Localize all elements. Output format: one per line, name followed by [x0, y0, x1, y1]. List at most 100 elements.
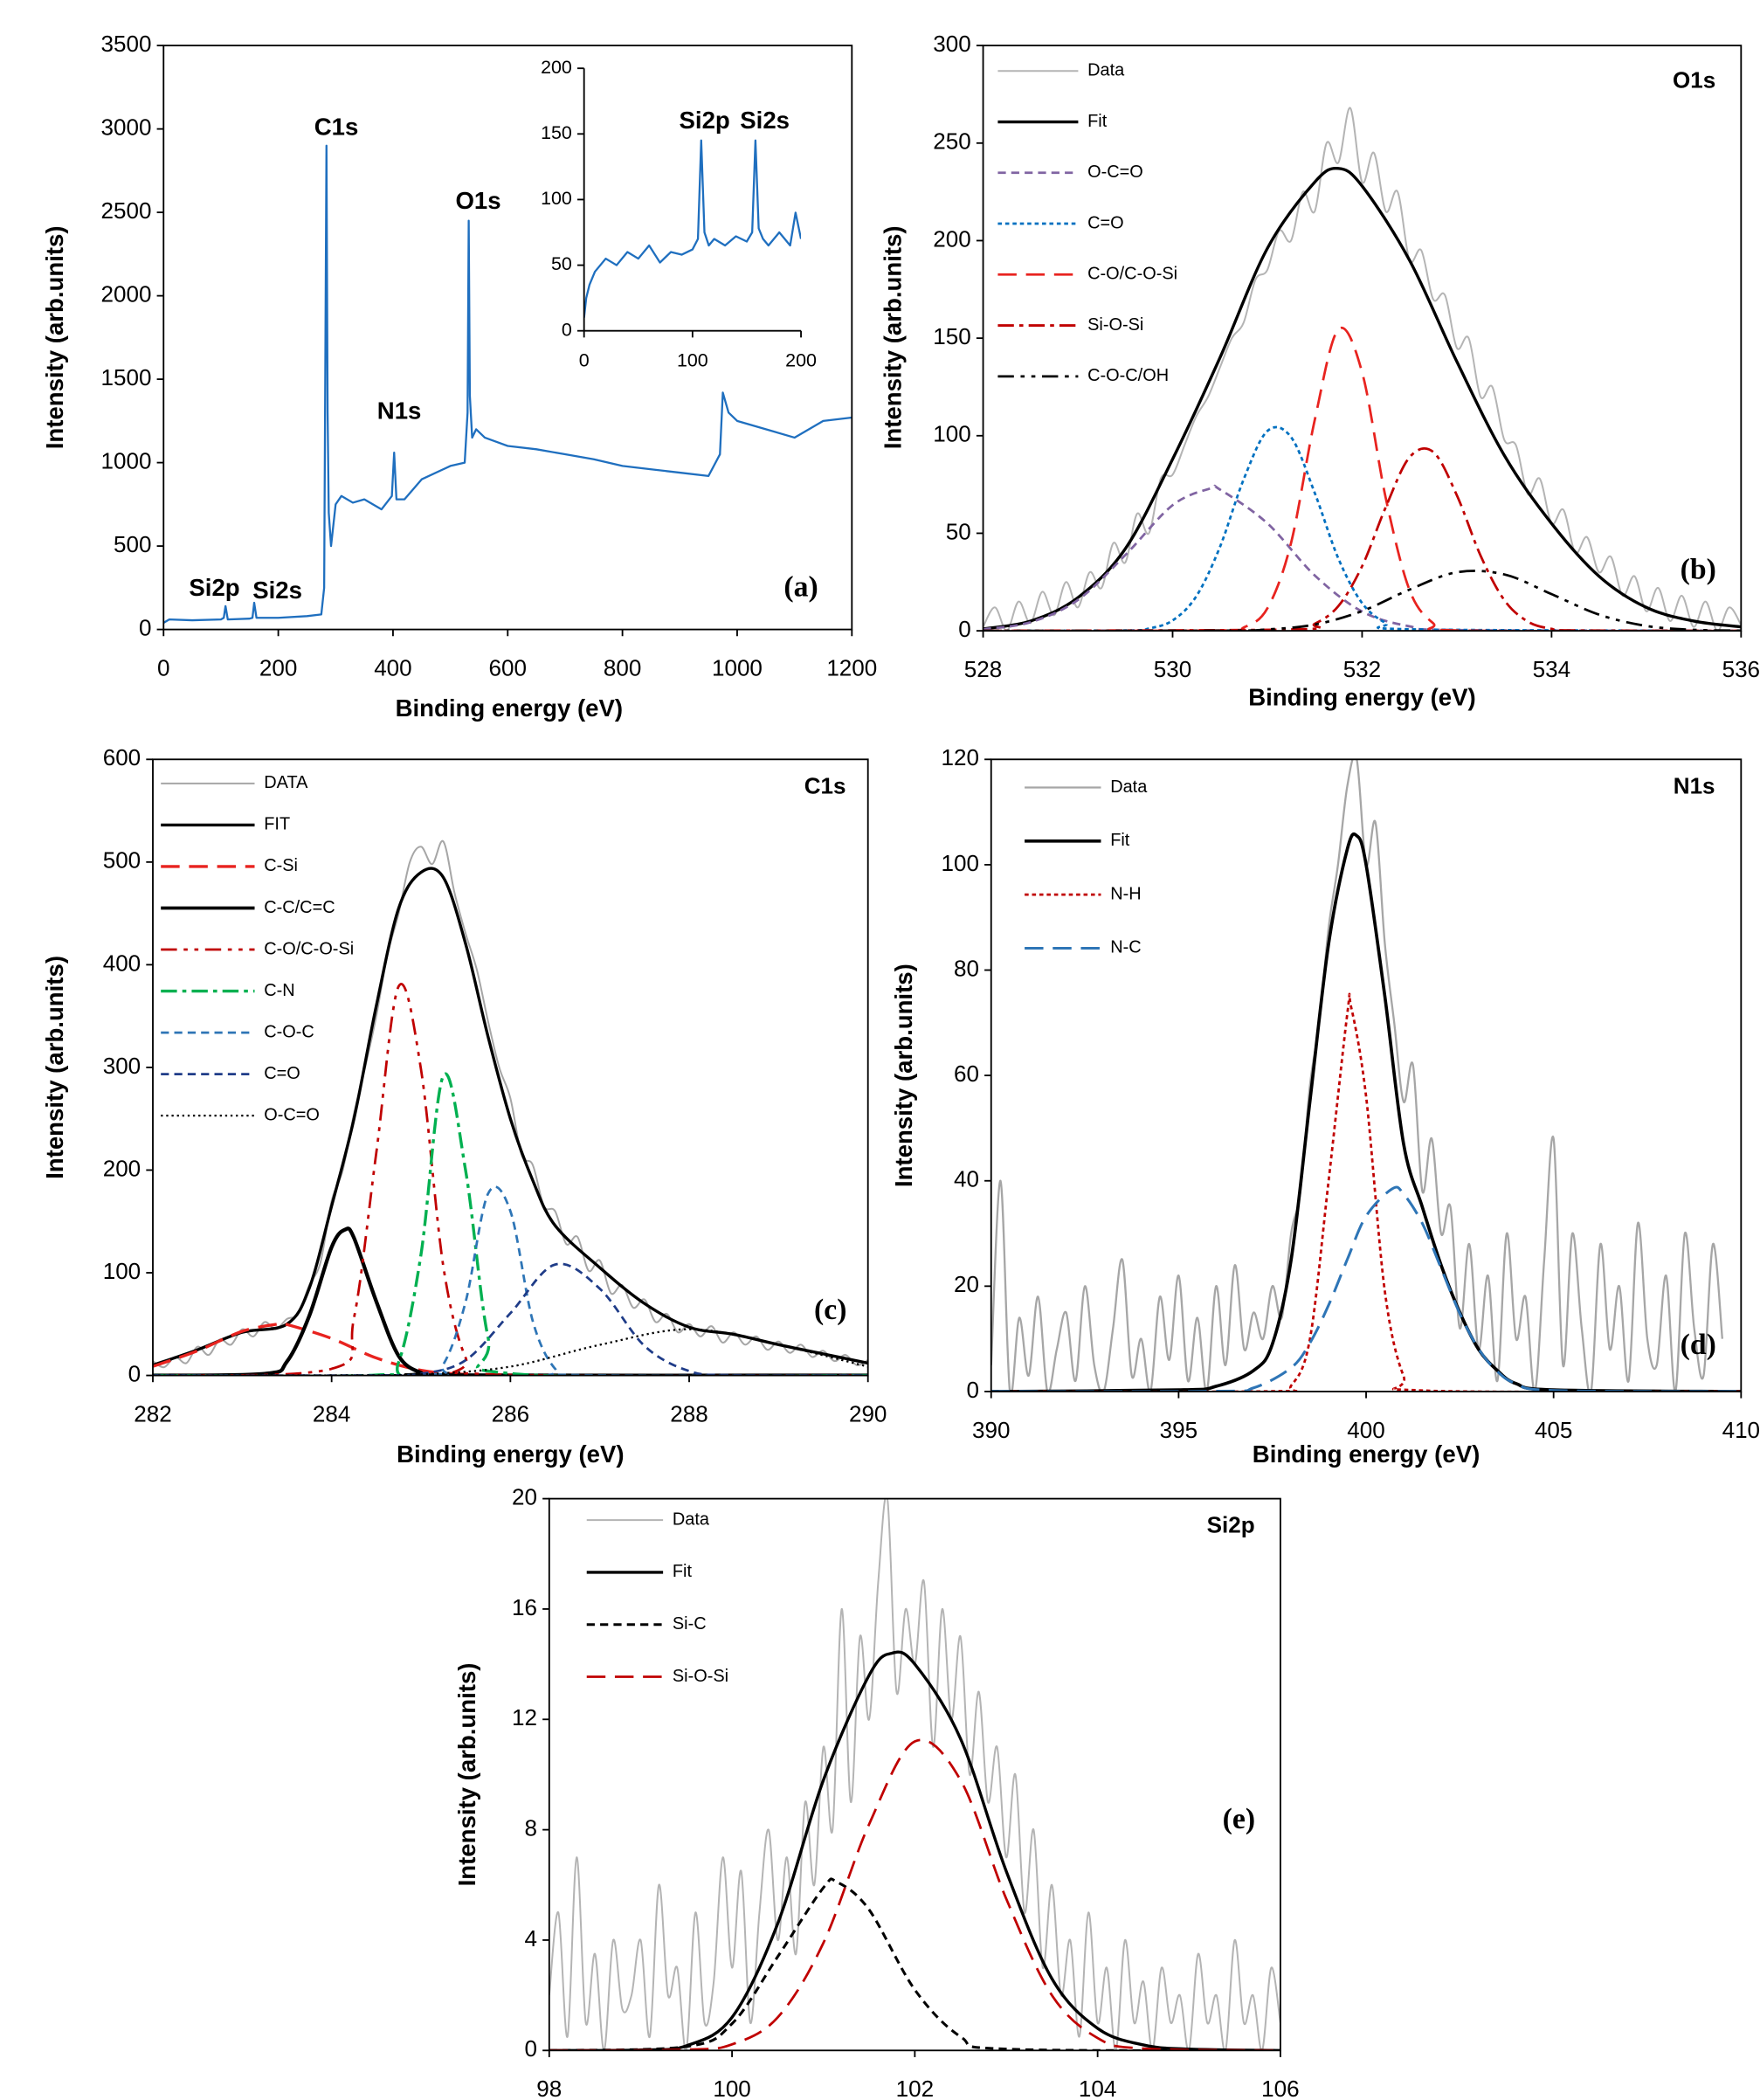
x-tick-label: 405 [1535, 1417, 1572, 1443]
peak-annotation: N1s [377, 397, 422, 424]
y-tick-label: 80 [954, 955, 979, 981]
x-tick-label: 0 [157, 654, 170, 680]
legend-label: C-C/C=C [264, 898, 335, 917]
y-tick-label: 2000 [101, 281, 152, 307]
x-tick-label: 600 [489, 654, 527, 680]
y-tick-label: 100 [933, 421, 970, 447]
peak-annotation: Si2s [252, 577, 302, 604]
x-tick-label: 104 [1079, 2076, 1116, 2100]
legend-label: C=O [1087, 213, 1124, 232]
y-tick-label: 0 [525, 2035, 538, 2062]
legend-label: O-C=O [1087, 162, 1143, 182]
y-tick-label: 400 [103, 950, 141, 976]
y-tick-label: 200 [933, 225, 970, 252]
x-tick-label: 200 [259, 654, 297, 680]
legend-label: O-C=O [264, 1105, 320, 1124]
series-line [983, 570, 1742, 632]
panel-label: (c) [814, 1294, 846, 1326]
y-axis-label: Intensity (arb.units) [41, 956, 68, 1179]
legend-label: DATA [264, 773, 308, 792]
y-tick-label: 1000 [101, 447, 152, 473]
series-line [990, 992, 1742, 1392]
series-line [152, 867, 868, 1367]
y-axis-label: Intensity (arb.units) [41, 225, 68, 449]
series-line [990, 759, 1724, 1392]
series-line [549, 1877, 1280, 2051]
x-tick-label: 106 [1261, 2076, 1299, 2100]
x-tick-label: 100 [677, 350, 708, 371]
y-tick-label: 500 [103, 847, 141, 874]
series-line [983, 425, 1742, 632]
y-tick-label: 60 [954, 1060, 979, 1087]
y-tick-label: 0 [139, 614, 152, 640]
x-tick-label: 1200 [826, 654, 877, 680]
peak-annotation: Si2s [740, 107, 790, 134]
peak-annotation: Si2p [189, 574, 239, 601]
x-tick-label: 800 [604, 654, 641, 680]
y-tick-label: 4 [525, 1925, 538, 1951]
y-tick-label: 300 [933, 31, 970, 57]
y-axis-label: Intensity (arb.units) [453, 1662, 480, 1886]
series-line [983, 446, 1742, 632]
panel-label: (a) [783, 570, 818, 603]
legend-label: Fit [1087, 112, 1108, 131]
series-line [549, 1738, 1280, 2051]
y-axis-label: Intensity (arb.units) [880, 225, 907, 449]
series-line [152, 1226, 868, 1376]
y-tick-label: 200 [103, 1155, 141, 1181]
y-tick-label: 50 [946, 518, 971, 544]
y-tick-label: 50 [551, 253, 572, 274]
peak-annotation: C1s [314, 113, 359, 140]
y-tick-label: 3500 [101, 31, 152, 57]
y-tick-label: 0 [128, 1360, 141, 1386]
legend-label: Data [1087, 61, 1125, 80]
x-tick-label: 98 [536, 2076, 562, 2100]
peak-annotation: Si2p [680, 107, 730, 134]
x-tick-label: 100 [713, 2076, 750, 2100]
series-line [549, 1498, 1280, 2051]
x-tick-label: 390 [972, 1417, 1010, 1443]
x-axis-label: Binding energy (eV) [397, 1440, 624, 1468]
legend-label: C-O-C [264, 1022, 314, 1041]
y-tick-label: 0 [958, 616, 971, 642]
x-tick-label: 282 [134, 1400, 171, 1426]
peak-annotation: O1s [455, 187, 500, 214]
legend-label: Data [673, 1509, 710, 1529]
y-tick-label: 120 [941, 744, 978, 770]
y-tick-label: 500 [114, 531, 151, 557]
y-tick-label: 20 [954, 1271, 979, 1297]
legend-label: Si-O-Si [1087, 315, 1143, 335]
series-line [983, 484, 1742, 632]
legend-label: Fit [1110, 831, 1130, 850]
chart-title: C1s [804, 772, 846, 798]
y-tick-label: 100 [541, 188, 572, 209]
panel-label: (e) [1223, 1803, 1255, 1835]
series-line [583, 139, 802, 318]
panel-label: (b) [1681, 553, 1716, 585]
y-tick-label: 200 [541, 57, 572, 78]
x-tick-label: 400 [1347, 1417, 1384, 1443]
x-tick-label: 102 [896, 2076, 934, 2100]
x-tick-label: 0 [579, 350, 590, 371]
y-tick-label: 250 [933, 128, 970, 155]
y-tick-label: 0 [562, 319, 572, 340]
legend-label: Fit [673, 1562, 693, 1581]
x-tick-label: 534 [1533, 656, 1570, 682]
x-tick-label: 288 [670, 1400, 707, 1426]
y-tick-label: 100 [941, 850, 978, 876]
series-line [990, 1185, 1742, 1392]
series-line [152, 1072, 868, 1376]
legend-label: Si-C [673, 1614, 707, 1634]
legend-label: C-N [264, 981, 294, 1000]
plot-frame [982, 45, 1743, 632]
series-line [990, 832, 1742, 1392]
x-tick-label: 528 [964, 656, 1002, 682]
y-tick-label: 300 [103, 1053, 141, 1079]
y-tick-label: 1500 [101, 364, 152, 390]
chart-title: N1s [1674, 772, 1715, 798]
y-tick-label: 150 [933, 323, 970, 349]
x-axis-label: Binding energy (eV) [396, 694, 623, 722]
legend-label: FIT [264, 815, 290, 834]
x-axis-label: Binding energy (eV) [1253, 1440, 1480, 1468]
